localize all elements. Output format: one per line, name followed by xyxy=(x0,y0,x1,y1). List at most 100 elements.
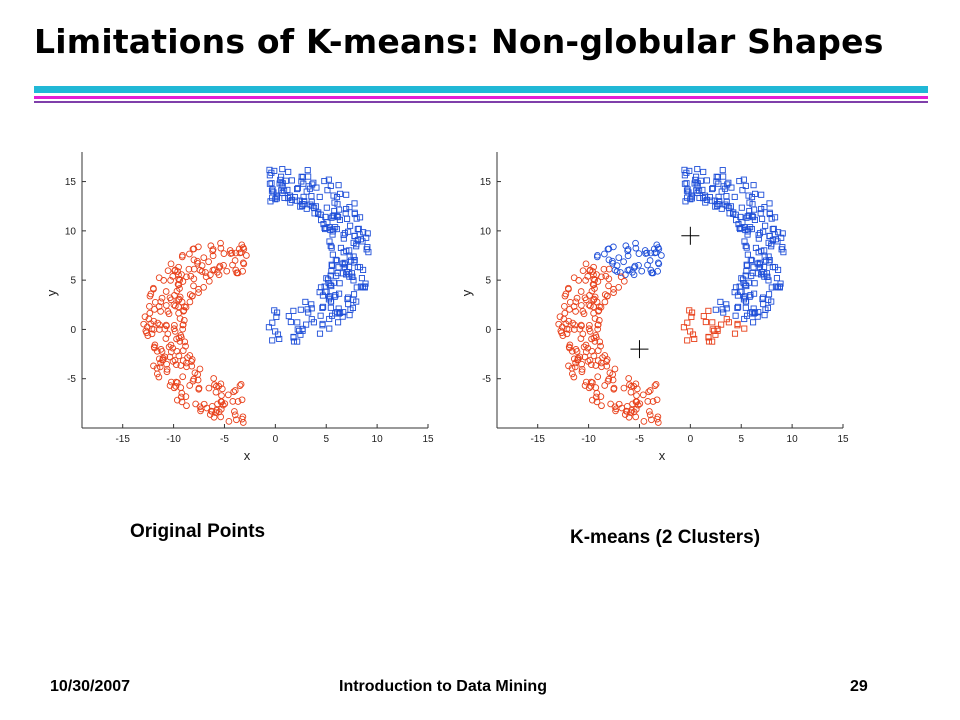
data-point-square xyxy=(294,185,301,192)
x-tick-label: -15 xyxy=(115,434,130,445)
data-point-circle xyxy=(578,368,586,376)
data-point-square xyxy=(325,296,332,303)
x-tick-label: 0 xyxy=(273,434,279,445)
data-point-circle xyxy=(571,321,578,329)
y-tick-label: 5 xyxy=(70,276,76,287)
data-point-circle xyxy=(596,338,604,346)
data-point-square xyxy=(702,319,709,326)
data-point-circle xyxy=(598,273,605,281)
data-point-square xyxy=(347,222,354,229)
data-point-square xyxy=(747,256,754,263)
data-point-circle xyxy=(624,247,631,255)
data-point-circle xyxy=(586,302,594,310)
data-point-circle xyxy=(162,288,170,295)
data-point-square xyxy=(764,273,771,280)
data-point-circle xyxy=(623,408,631,415)
data-point-square xyxy=(294,186,301,193)
data-point-square xyxy=(327,304,334,311)
data-point-circle xyxy=(171,266,179,274)
data-point-circle xyxy=(183,402,190,410)
data-point-square xyxy=(351,200,358,207)
data-point-square xyxy=(723,193,730,200)
data-point-circle xyxy=(237,380,245,388)
data-point-circle xyxy=(653,241,661,249)
data-point-circle xyxy=(605,245,613,253)
data-point-circle xyxy=(561,303,568,310)
data-point-square xyxy=(327,298,334,305)
data-point-circle xyxy=(161,353,169,361)
data-point-circle xyxy=(598,402,605,410)
data-point-circle xyxy=(589,280,597,288)
data-point-circle xyxy=(587,378,595,386)
data-point-square xyxy=(293,197,300,204)
data-point-circle xyxy=(563,330,571,338)
data-point-square xyxy=(709,319,716,326)
data-point-square xyxy=(334,201,341,208)
data-point-circle xyxy=(646,257,654,264)
data-point-circle xyxy=(651,382,659,389)
footer-date: 10/30/2007 xyxy=(50,678,131,695)
data-point-square xyxy=(750,182,757,189)
data-point-square xyxy=(761,312,768,319)
data-point-circle xyxy=(220,261,227,269)
data-point-square xyxy=(766,210,773,218)
data-point-square xyxy=(284,186,291,193)
data-point-circle xyxy=(582,276,589,284)
data-point-square xyxy=(341,259,348,266)
data-point-square xyxy=(750,214,757,221)
data-point-square xyxy=(343,271,350,278)
data-point-circle xyxy=(572,298,580,306)
data-point-square xyxy=(747,292,754,299)
data-point-circle xyxy=(651,249,659,257)
data-point-circle xyxy=(146,292,154,300)
data-point-square xyxy=(310,319,317,326)
data-point-square xyxy=(359,238,366,245)
data-point-square xyxy=(266,166,273,173)
data-point-circle xyxy=(633,392,640,399)
data-point-square xyxy=(734,322,741,329)
data-point-square xyxy=(708,197,715,204)
data-point-circle xyxy=(194,257,201,265)
data-point-square xyxy=(319,292,326,299)
data-point-circle xyxy=(195,243,202,251)
data-point-square xyxy=(339,313,346,320)
data-point-circle xyxy=(632,380,640,388)
y-tick-label: 0 xyxy=(485,325,491,336)
data-point-square xyxy=(739,187,746,194)
data-point-square xyxy=(684,319,691,326)
data-point-circle xyxy=(205,384,213,392)
data-point-circle xyxy=(164,330,172,338)
data-point-square xyxy=(347,306,354,313)
footer-page-number: 29 xyxy=(850,678,868,695)
data-point-circle xyxy=(601,382,609,389)
data-point-circle xyxy=(163,302,170,309)
data-point-square xyxy=(326,238,333,245)
data-point-square xyxy=(310,179,317,186)
data-point-square xyxy=(326,315,333,323)
data-point-circle xyxy=(624,252,632,260)
y-tick-label: 5 xyxy=(485,276,491,287)
data-point-square xyxy=(290,334,297,341)
data-point-square xyxy=(696,187,703,194)
data-point-circle xyxy=(590,296,597,304)
slide-title: Limitations of K-means: Non-globular Sha… xyxy=(34,22,884,61)
data-point-square xyxy=(748,257,756,264)
data-point-square xyxy=(278,173,285,180)
data-point-square xyxy=(329,251,336,258)
data-point-circle xyxy=(561,309,569,317)
data-point-circle xyxy=(600,265,608,273)
data-point-square xyxy=(302,298,309,305)
data-point-circle xyxy=(620,258,627,266)
data-point-square xyxy=(340,309,347,316)
data-point-square xyxy=(696,194,703,201)
data-point-circle xyxy=(658,252,665,259)
data-point-square xyxy=(694,180,701,187)
data-point-square xyxy=(341,264,348,271)
data-point-square xyxy=(724,181,731,188)
data-point-square xyxy=(768,215,775,222)
data-point-circle xyxy=(173,347,181,355)
data-point-circle xyxy=(615,254,623,262)
data-point-circle xyxy=(157,298,165,306)
data-point-circle xyxy=(243,252,250,259)
data-point-square xyxy=(681,166,688,173)
